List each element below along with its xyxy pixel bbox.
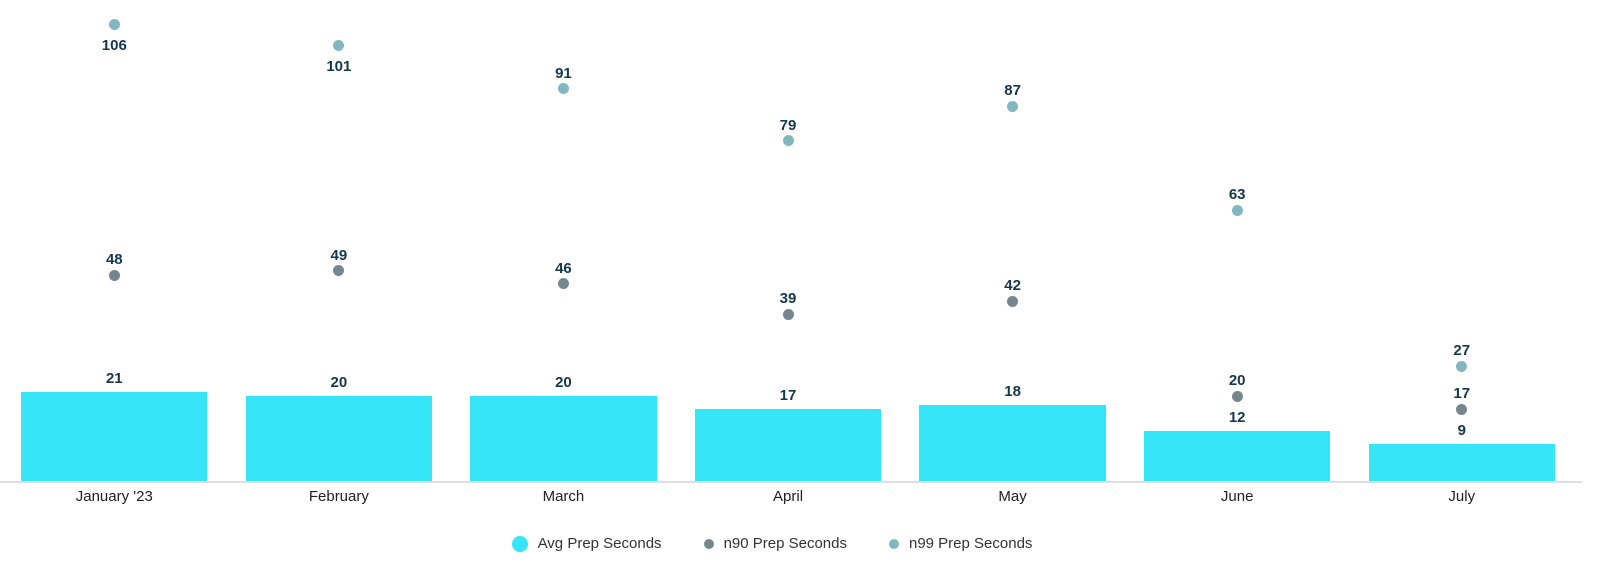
avg-prep-legend-swatch-icon xyxy=(511,535,528,552)
bar-value-label: 21 xyxy=(105,370,123,388)
bar-value-label: 9 xyxy=(1457,422,1466,440)
bar-value-label: 20 xyxy=(330,374,348,392)
n90-legend-swatch-icon xyxy=(703,538,714,549)
bar-value-label: 20 xyxy=(555,374,572,392)
legend-item-n99-prep-seconds[interactable]: n99 Prep Seconds xyxy=(888,535,1033,552)
plot-area: 21 48 106 20 49 101 20 46 91 17 39 79 18 42 87 12 20 63 9 1… xyxy=(2,0,1574,483)
n99-dot[interactable] xyxy=(1007,100,1019,112)
n90-dot[interactable] xyxy=(1231,390,1243,402)
n99-dot[interactable] xyxy=(333,40,345,52)
legend-item-n90-prep-seconds[interactable]: n90 Prep Seconds xyxy=(703,535,847,552)
n99-dot[interactable] xyxy=(1456,360,1468,372)
n90-dot[interactable] xyxy=(1007,295,1019,307)
n90-value-label: 46 xyxy=(555,259,572,277)
n90-value-label: 20 xyxy=(1228,372,1246,390)
x-axis-label: March xyxy=(542,488,585,505)
n90-dot[interactable] xyxy=(1456,403,1468,415)
x-axis-label: January '23 xyxy=(75,488,153,505)
n90-value-label: 39 xyxy=(779,290,797,308)
n90-value-label: 17 xyxy=(1453,385,1471,403)
legend: Avg Prep Seconds n90 Prep Seconds n99 Pr… xyxy=(0,535,1572,552)
n99-dot[interactable] xyxy=(108,18,120,30)
n90-dot[interactable] xyxy=(782,308,794,320)
n99-value-label: 79 xyxy=(779,116,797,134)
legend-label: Avg Prep Seconds xyxy=(537,535,662,552)
avg-prep-bar[interactable] xyxy=(245,396,433,483)
legend-item-avg-prep-seconds[interactable]: Avg Prep Seconds xyxy=(511,535,662,552)
legend-label: n90 Prep Seconds xyxy=(723,535,847,552)
n90-value-label: 42 xyxy=(1004,277,1021,295)
n99-value-label: 63 xyxy=(1228,186,1246,204)
avg-prep-bar[interactable] xyxy=(919,405,1106,483)
avg-prep-bar[interactable] xyxy=(470,396,657,483)
x-axis-label: June xyxy=(1220,488,1254,505)
n99-legend-swatch-icon xyxy=(888,538,899,549)
avg-prep-bar[interactable] xyxy=(1143,431,1331,483)
n90-value-label: 48 xyxy=(105,251,123,269)
bar-value-label: 12 xyxy=(1228,409,1246,427)
plot-column: 20 46 91 xyxy=(451,0,676,483)
x-axis-label: July xyxy=(1448,488,1476,505)
x-axis-labels: January '23 February March April May June July xyxy=(2,488,1574,505)
n99-dot[interactable] xyxy=(782,135,794,147)
n90-dot[interactable] xyxy=(557,278,569,290)
x-axis-label: February xyxy=(308,488,369,505)
plot-column: 18 42 87 xyxy=(900,0,1125,483)
plot-column: 17 39 79 xyxy=(676,0,901,483)
avg-prep-bar[interactable] xyxy=(694,409,882,483)
n99-dot[interactable] xyxy=(1231,204,1243,216)
plot-column: 9 17 27 xyxy=(1349,0,1574,483)
n99-value-label: 87 xyxy=(1004,82,1021,100)
plot-column: 20 49 101 xyxy=(227,0,452,483)
legend-label: n99 Prep Seconds xyxy=(908,535,1033,552)
x-axis-label: April xyxy=(773,488,804,505)
n99-value-label: 27 xyxy=(1453,342,1471,360)
n99-value-label: 91 xyxy=(555,64,572,82)
n90-value-label: 49 xyxy=(330,246,348,264)
n90-dot[interactable] xyxy=(333,265,345,277)
n99-dot[interactable] xyxy=(557,83,569,95)
avg-prep-bar[interactable] xyxy=(21,392,208,483)
plot-column: 21 48 106 xyxy=(2,0,227,483)
bar-value-label: 18 xyxy=(1004,383,1021,401)
n99-value-label: 106 xyxy=(101,36,127,54)
avg-prep-bar[interactable] xyxy=(1368,444,1555,483)
n90-dot[interactable] xyxy=(108,269,120,281)
x-axis-line xyxy=(0,481,1582,483)
plot-column: 12 20 63 xyxy=(1125,0,1350,483)
bar-value-label: 17 xyxy=(779,387,797,405)
n99-value-label: 101 xyxy=(326,58,352,76)
x-axis-label: May xyxy=(998,488,1027,505)
